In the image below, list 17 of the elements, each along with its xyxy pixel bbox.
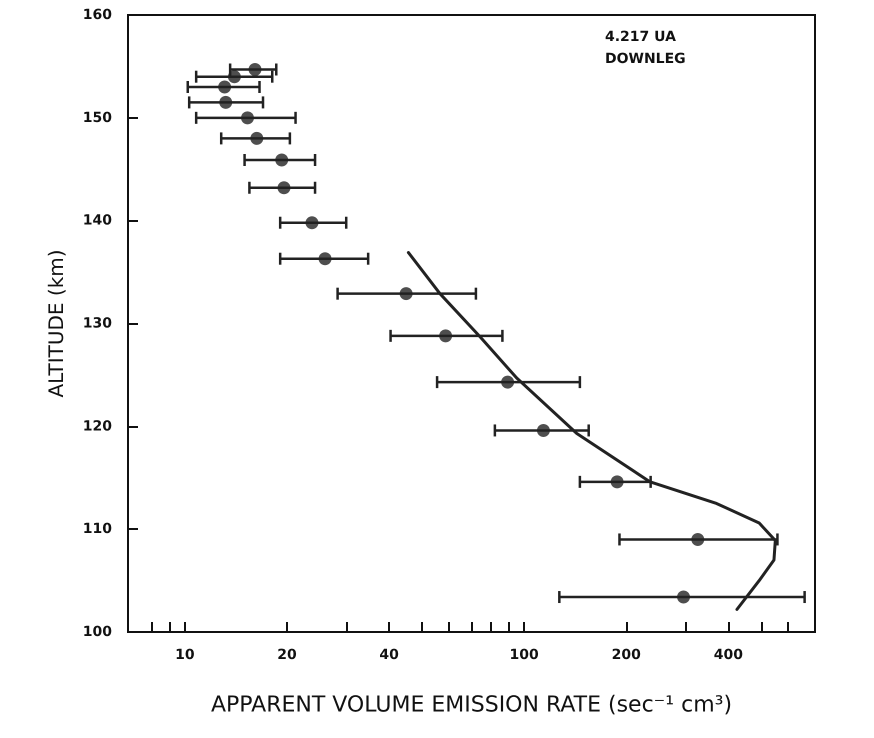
x-axis-title: APPARENT VOLUME EMISSION RATE (sec⁻¹ cm³) [210, 692, 732, 718]
annotation: DOWNLEG [605, 51, 686, 67]
x-tick-label: 40 [379, 647, 400, 663]
x-tick-label: 100 [510, 647, 539, 663]
x-tick-label: 400 [714, 647, 744, 663]
y-tick-label: 150 [82, 110, 112, 126]
y-tick-label: 130 [82, 316, 112, 332]
annotation: 4.217 UA [605, 29, 676, 45]
y-axis-title: ALTITUDE (km) [44, 249, 68, 398]
y-tick-label: 110 [82, 521, 112, 538]
y-tick-label: 160 [82, 7, 112, 23]
y-tick-label: 100 [82, 624, 112, 640]
x-tick-label: 20 [277, 647, 297, 663]
y-tick-label: 120 [82, 418, 112, 434]
x-tick-label: 10 [175, 647, 195, 663]
y-tick-label: 140 [82, 212, 112, 229]
x-tick-label: 200 [612, 647, 642, 663]
